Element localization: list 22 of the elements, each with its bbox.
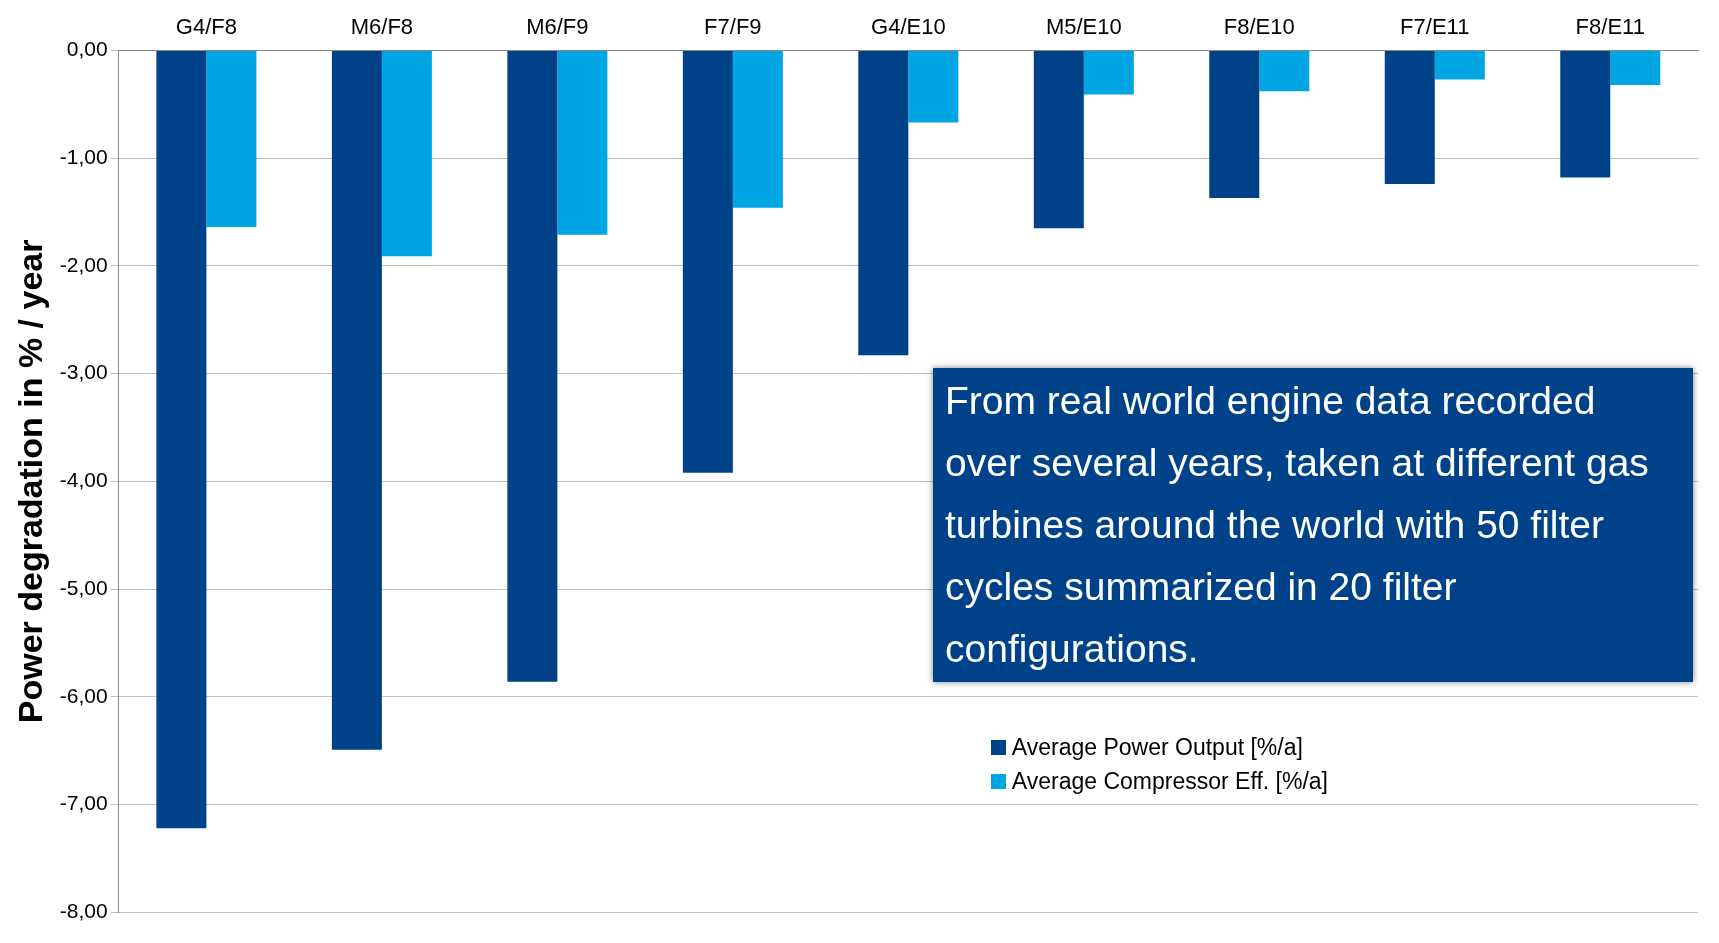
- annotation: From real world engine data recorded over several years, taken at different gas turbines around the world with 50 filter cycles summarized in 20 filter configurations.: [933, 368, 1693, 682]
- x-tick-label: M6/F9: [526, 14, 589, 40]
- x-tick-label: M6/F8: [350, 14, 414, 40]
- x-tick-label: F8/E10: [1223, 14, 1295, 40]
- x-tick-label: G4/F8: [175, 14, 237, 40]
- x-tick-label: F8/E11: [1575, 14, 1645, 40]
- y-axis-title: Power degradation in % / year: [10, 239, 49, 724]
- y-tick-label: -8,00: [59, 899, 108, 923]
- x-tick-label: F7/F9: [704, 14, 762, 40]
- y-tick-label: 0,00: [66, 37, 108, 61]
- y-tick-label: -2,00: [59, 252, 108, 276]
- y-tick-label: -3,00: [59, 360, 108, 384]
- legend-label: Average Power Output [%/a]: [1011, 733, 1303, 762]
- x-tick-label: M5/E10: [1045, 14, 1122, 40]
- y-tick-label: -5,00: [59, 575, 108, 599]
- y-tick-label: -6,00: [59, 683, 108, 707]
- y-tick-label: -4,00: [59, 468, 108, 492]
- legend-label: Average Compressor Eff. [%/a]: [1011, 767, 1328, 796]
- x-tick-label: F7/E11: [1400, 14, 1470, 40]
- y-tick-label: -1,00: [59, 144, 108, 168]
- x-tick-label: G4/E10: [871, 14, 946, 40]
- y-tick-label: -7,00: [59, 791, 108, 815]
